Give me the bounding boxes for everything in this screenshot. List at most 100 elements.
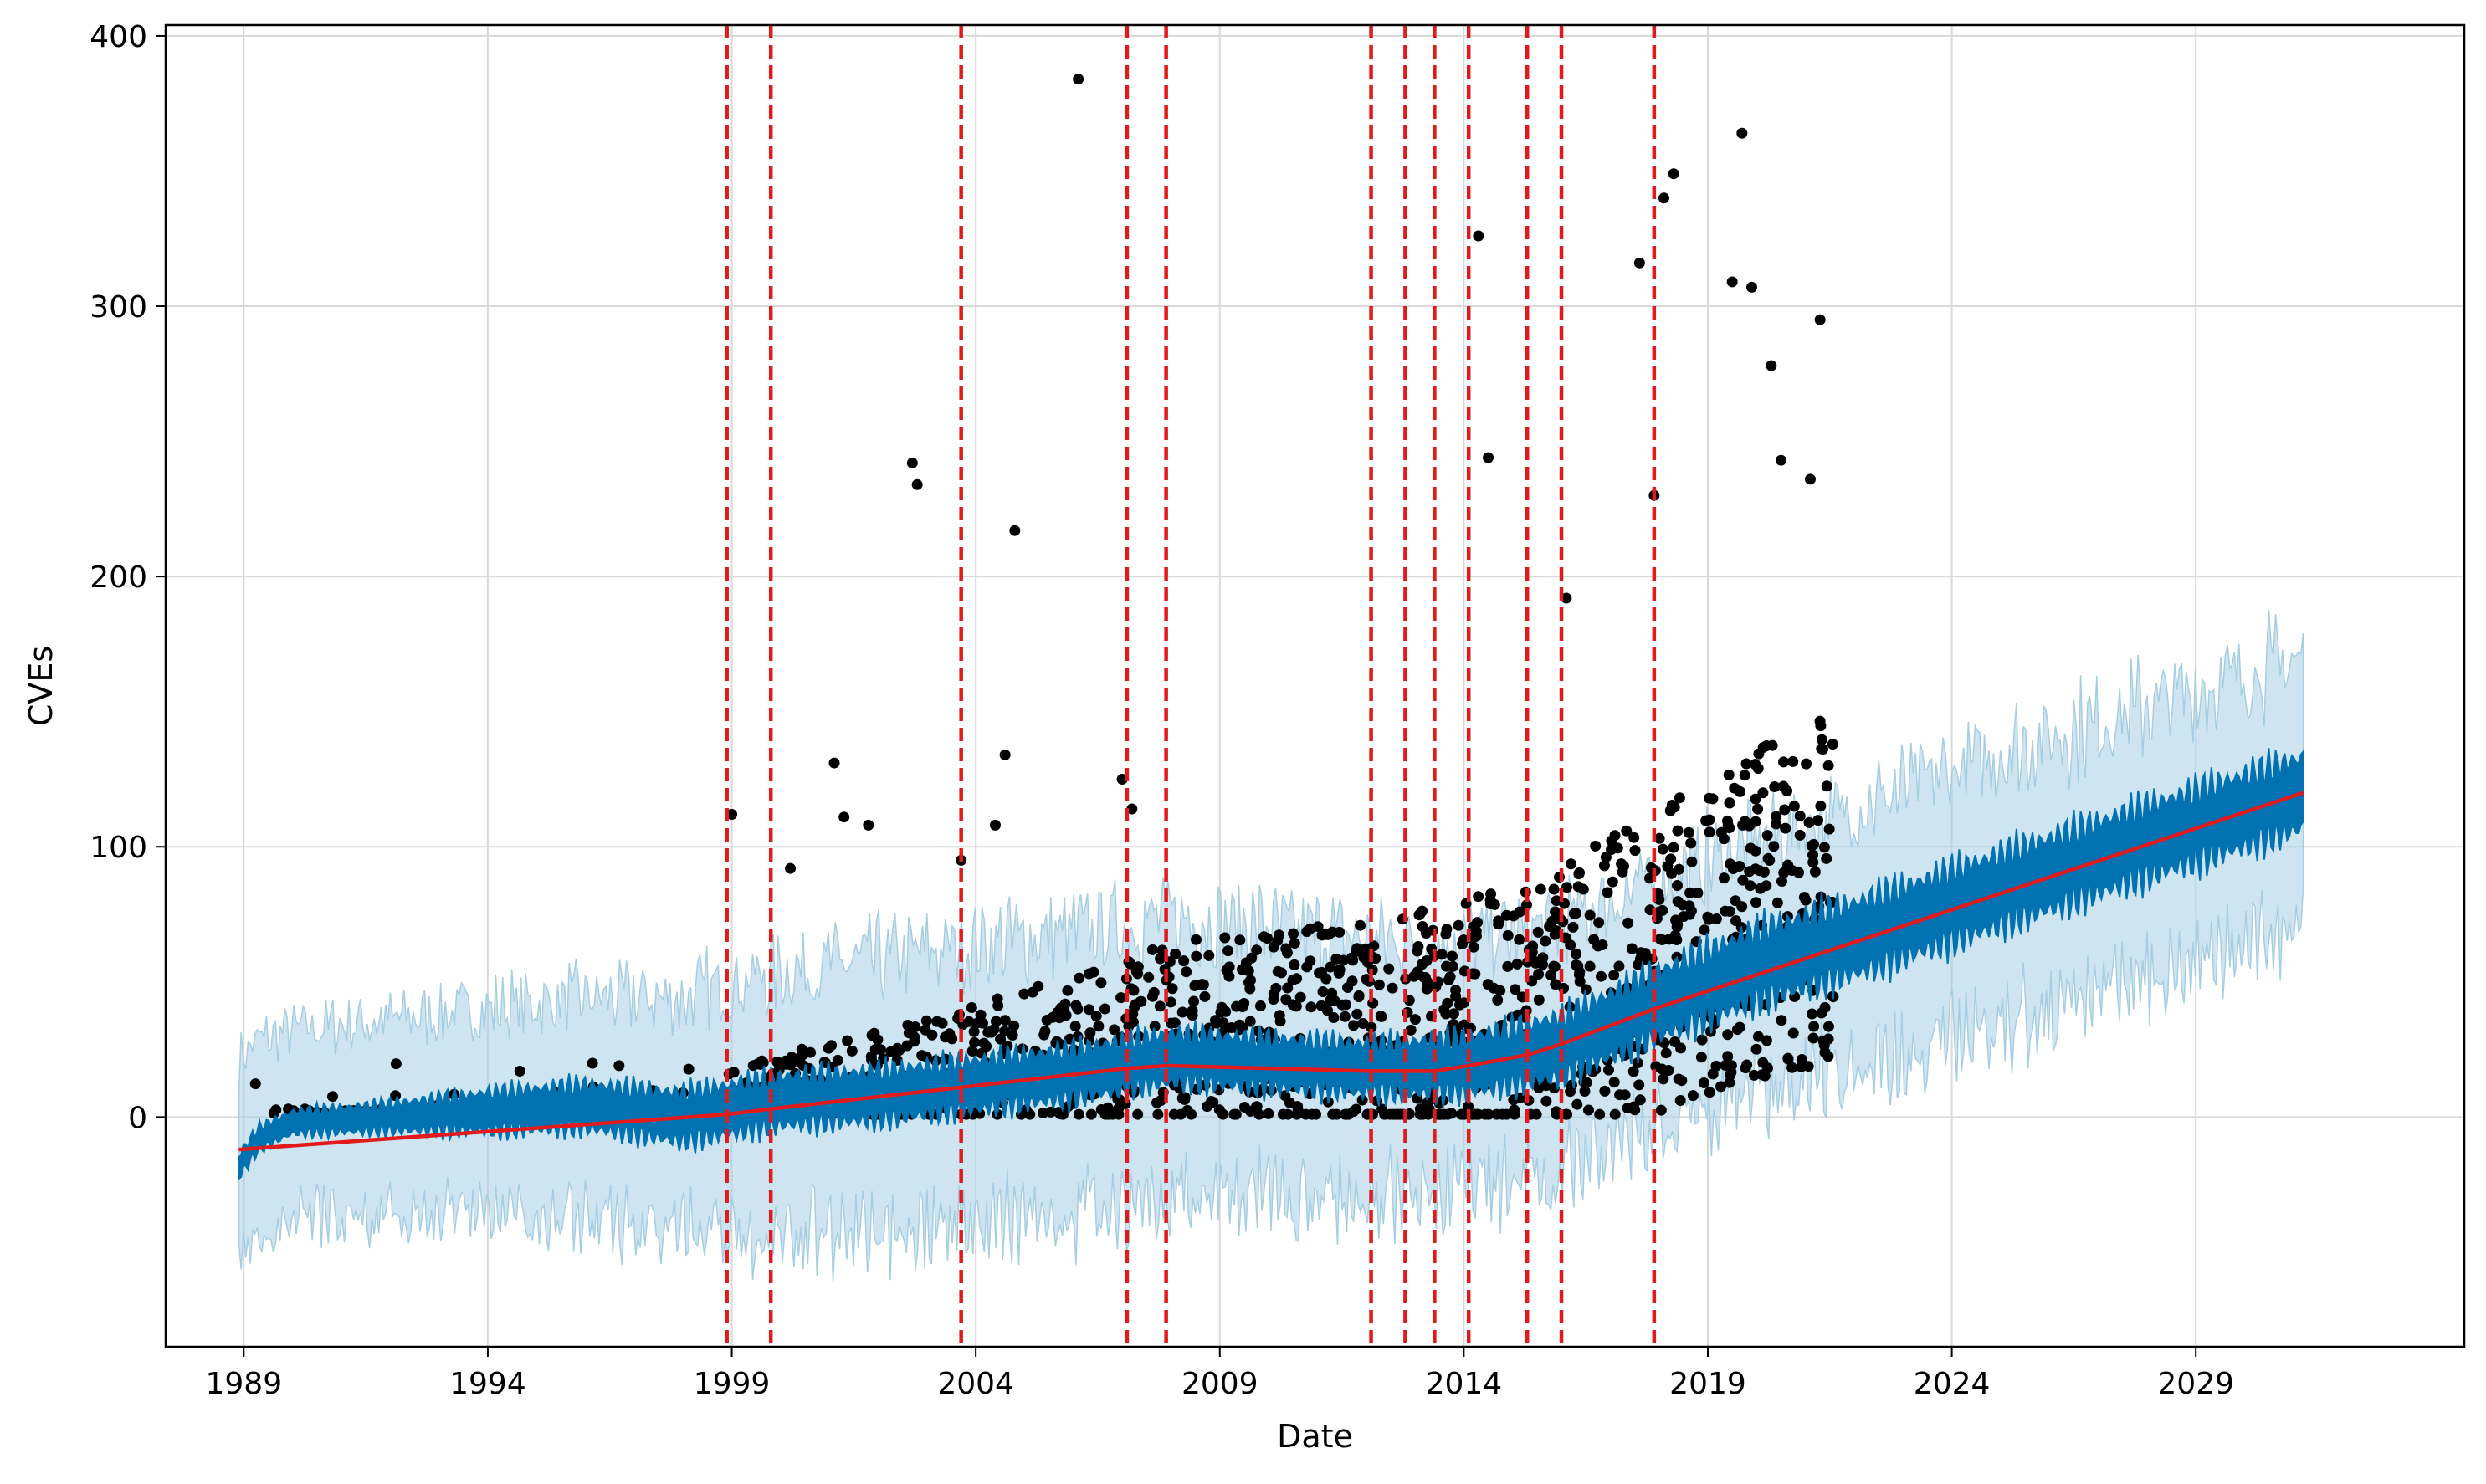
observed-point [1823, 823, 1835, 835]
observed-point [1597, 939, 1608, 950]
observed-point [936, 1017, 948, 1029]
observed-point [1674, 863, 1684, 875]
observed-point [966, 1002, 977, 1013]
observed-point [1594, 1108, 1606, 1120]
observed-point [1409, 1014, 1421, 1026]
observed-point [999, 749, 1011, 760]
observed-point [1685, 905, 1697, 917]
observed-point [1748, 1069, 1760, 1081]
observed-point [1786, 1062, 1798, 1073]
observed-point [1220, 1006, 1232, 1017]
observed-point [1657, 904, 1668, 916]
observed-point [1018, 988, 1030, 1000]
observed-point [989, 819, 1001, 831]
observed-point [1234, 934, 1246, 946]
observed-point [1492, 995, 1504, 1006]
observed-point [1766, 360, 1777, 371]
observed-point [1809, 866, 1821, 878]
observed-point [1383, 963, 1395, 975]
observed-point [1590, 840, 1602, 852]
observed-point [1741, 1059, 1753, 1071]
observed-point [1334, 926, 1346, 938]
observed-point [798, 1048, 810, 1060]
observed-point [1289, 938, 1300, 949]
observed-point [1210, 1015, 1221, 1026]
observed-point [1628, 832, 1640, 843]
observed-point [1274, 1016, 1286, 1027]
observed-point [1176, 1093, 1188, 1104]
observed-point [1657, 934, 1668, 945]
observed-point [1253, 1108, 1265, 1120]
observed-point [1347, 954, 1359, 966]
observed-point [1722, 819, 1734, 831]
observed-point [1325, 961, 1336, 973]
observed-point [1412, 945, 1423, 957]
observed-point [1565, 939, 1576, 951]
observed-point [726, 808, 738, 820]
observed-point [1366, 1021, 1377, 1033]
observed-point [1394, 1108, 1406, 1120]
observed-point [1725, 858, 1736, 870]
observed-point [885, 1046, 897, 1057]
observed-point [1039, 1026, 1051, 1037]
observed-point [1244, 983, 1256, 995]
observed-point [1033, 980, 1044, 992]
observed-point [1154, 1000, 1166, 1012]
observed-point [1191, 934, 1202, 945]
observed-point [1621, 825, 1633, 837]
observed-point [1782, 1052, 1794, 1064]
observed-point [1639, 948, 1651, 959]
observed-point [1794, 829, 1806, 841]
observed-point [1355, 919, 1366, 931]
observed-point [1609, 1108, 1621, 1120]
observed-point [1412, 966, 1423, 978]
observed-point [1567, 921, 1579, 933]
observed-point [1074, 972, 1085, 984]
observed-point [1263, 1108, 1274, 1119]
observed-point [1282, 982, 1294, 994]
observed-point [1115, 992, 1127, 1004]
observed-point [1812, 815, 1824, 826]
y-tick-label: 400 [90, 20, 147, 54]
observed-point [1633, 257, 1645, 269]
observed-point [911, 478, 923, 490]
observed-point [1660, 1047, 1672, 1059]
observed-point [866, 1030, 878, 1041]
observed-point [1548, 883, 1560, 895]
observed-point [1181, 966, 1192, 978]
observed-point [784, 1059, 796, 1071]
observed-point [1045, 1106, 1057, 1118]
observed-point [1737, 874, 1749, 886]
observed-point [1815, 801, 1827, 812]
trend-line [238, 791, 2304, 1152]
observed-point [1545, 970, 1557, 981]
y-axis-label: CVEs [23, 646, 59, 726]
observed-point [1736, 901, 1748, 913]
observed-point [1421, 983, 1433, 995]
observed-point [1757, 1057, 1769, 1068]
observed-point [1707, 793, 1719, 805]
observed-point [1561, 882, 1572, 893]
observed-point [1152, 1108, 1164, 1120]
observed-point [1822, 1033, 1834, 1045]
trend-layer [238, 791, 2304, 1152]
observed-point [1009, 525, 1021, 536]
observed-point [1447, 950, 1458, 962]
observed-point [1175, 1108, 1187, 1120]
observed-point [1457, 938, 1469, 949]
observed-point [1588, 934, 1600, 945]
observed-point [906, 457, 918, 468]
y-tick-label: 0 [128, 1101, 147, 1135]
x-tick-label: 1999 [694, 1367, 771, 1401]
observed-point [968, 1026, 980, 1037]
x-tick-label: 2029 [2157, 1367, 2234, 1401]
observed-point [1754, 865, 1766, 877]
observed-point [1434, 1108, 1446, 1120]
observed-point [1113, 1108, 1125, 1120]
observed-point [1447, 960, 1458, 972]
observed-point [1735, 785, 1745, 797]
observed-point [1664, 805, 1676, 816]
observed-point [1146, 944, 1158, 955]
observed-point [1238, 998, 1250, 1009]
observed-point [1222, 945, 1234, 957]
